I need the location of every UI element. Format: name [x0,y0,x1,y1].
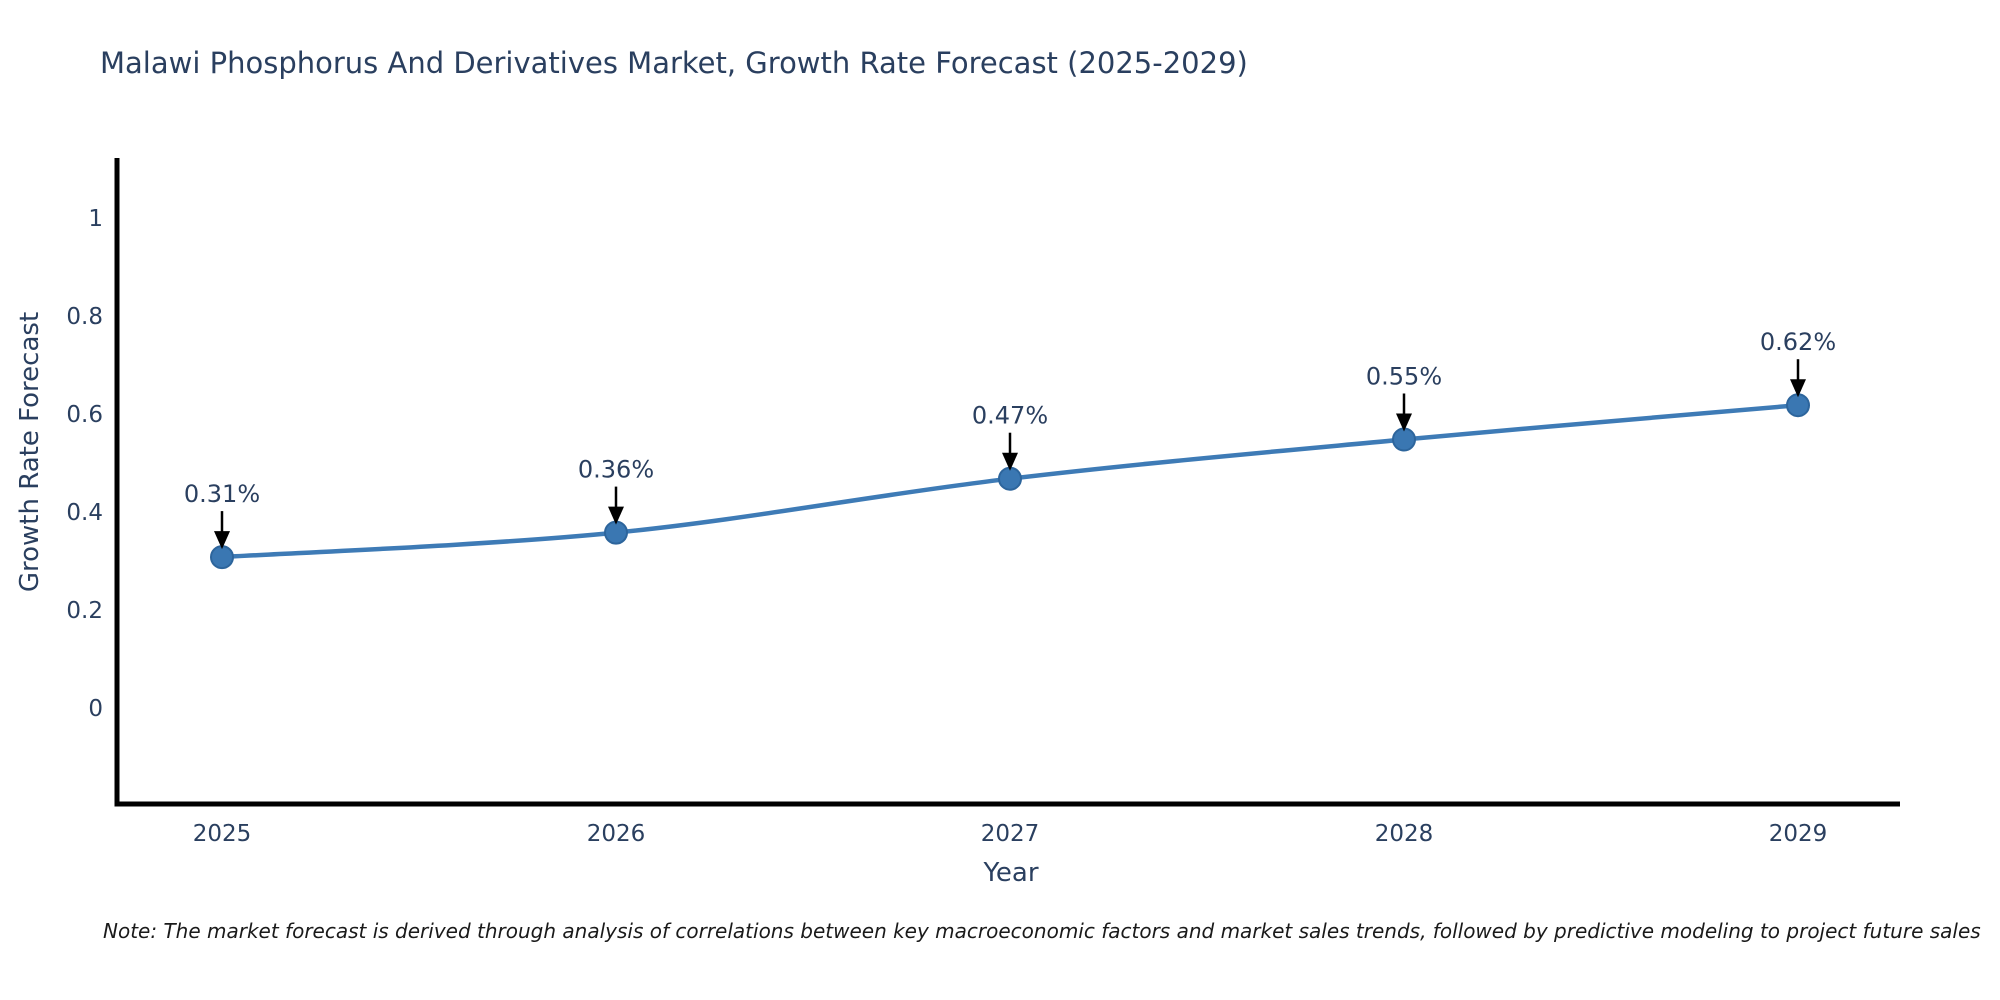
data-point-marker[interactable] [998,466,1022,491]
axis-spines [114,158,1900,807]
x-tick-label: 2027 [981,821,1040,847]
footnote: Note: The market forecast is derived thr… [103,919,1981,943]
x-tick-label: 2028 [1375,821,1434,847]
y-axis-title: Growth Rate Forecast [15,311,45,593]
y-axis-tick-labels: 1 0.8 0.6 0.4 0.2 0 [66,206,103,722]
x-axis-title: Year [983,858,1039,888]
annotations-layer: 0.31% 0.36% 0.47% 0.55% 0.62% [184,328,1836,550]
data-point-marker[interactable] [1392,427,1416,452]
annotation-arrowhead [1002,452,1018,471]
annotation-label: 0.31% [184,480,260,508]
y-tick-label: 0.8 [66,304,103,330]
y-tick-label: 0.4 [66,500,103,526]
series-layer [210,393,1810,570]
annotation-label: 0.62% [1760,328,1836,356]
x-tick-label: 2026 [587,821,646,847]
y-tick-label: 0 [88,696,103,722]
data-point-marker[interactable] [1786,393,1810,418]
y-tick-label: 0.2 [66,598,103,624]
x-tick-label: 2025 [193,821,252,847]
annotation-label: 0.55% [1366,363,1442,391]
data-point-marker[interactable] [210,545,234,570]
annotation-arrowhead [214,531,230,550]
x-tick-label: 2029 [1769,821,1828,847]
x-axis-tick-labels: 2025 2026 2027 2028 2029 [193,821,1828,847]
annotation-label: 0.36% [578,456,654,484]
data-point-marker[interactable] [604,520,628,545]
y-tick-label: 1 [88,206,103,232]
annotation-arrowhead [1790,379,1806,398]
chart-title: Malawi Phosphorus And Derivatives Market… [100,46,1248,80]
annotation-arrowhead [1396,413,1412,432]
y-tick-label: 0.6 [66,402,103,428]
annotation-label: 0.47% [972,402,1048,430]
annotation-arrowhead [608,506,624,525]
